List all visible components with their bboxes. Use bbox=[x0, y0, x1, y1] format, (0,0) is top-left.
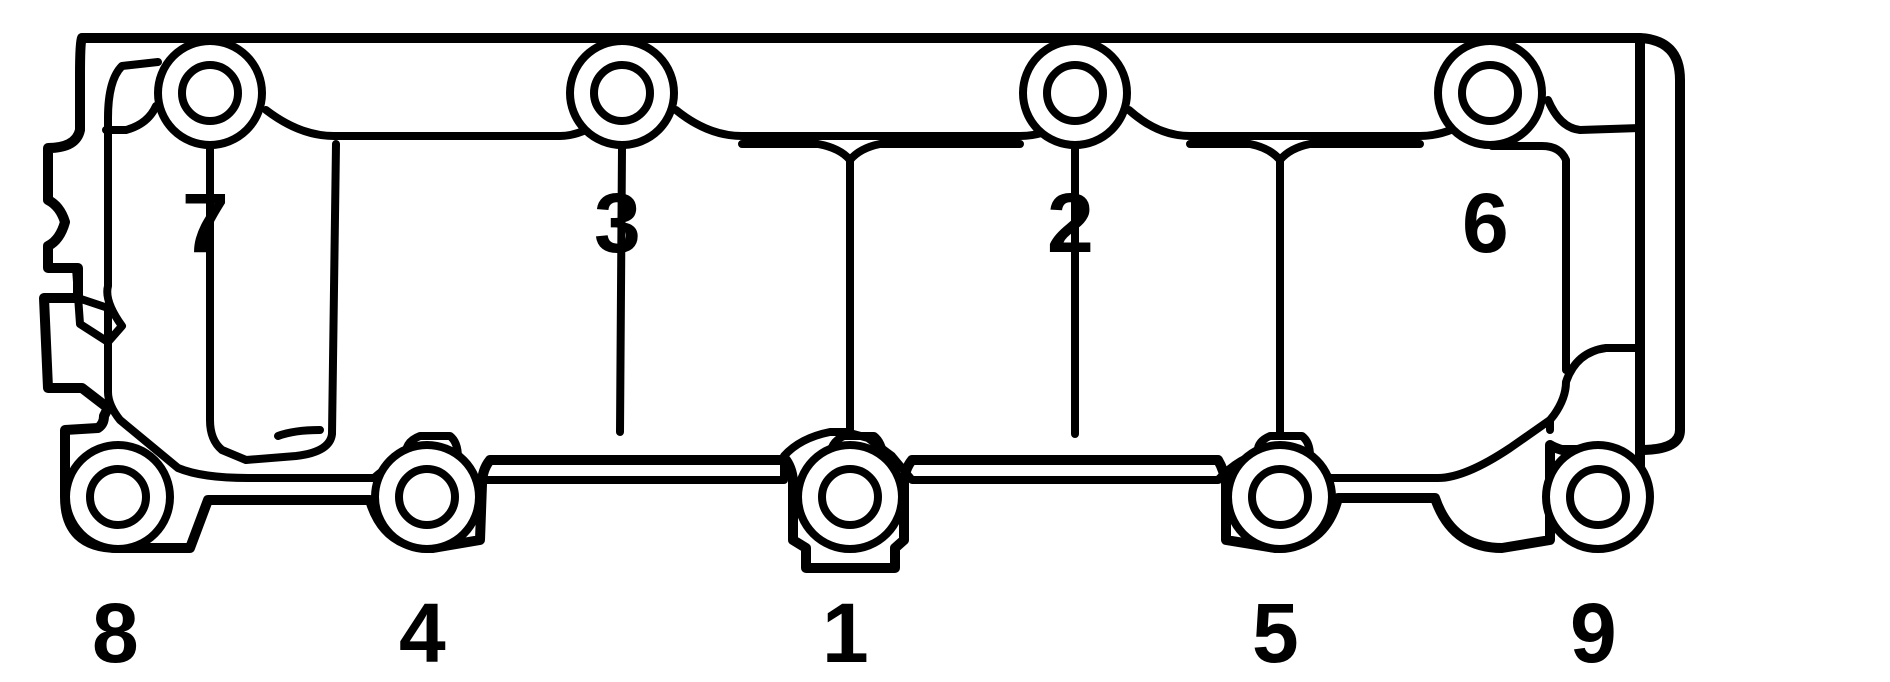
bolt-label-4: 4 bbox=[399, 586, 446, 680]
rib-1 bbox=[676, 110, 1076, 136]
rib-10 bbox=[210, 144, 336, 460]
bolt-label-1: 1 bbox=[822, 586, 869, 680]
cover-outline-right bbox=[1640, 38, 1680, 450]
bolt-label-8: 8 bbox=[92, 586, 139, 680]
bolt-2-outer bbox=[1023, 41, 1127, 145]
bolt-label-7: 7 bbox=[182, 176, 229, 270]
bolt-label-9: 9 bbox=[1570, 586, 1617, 680]
bolt-4-outer bbox=[375, 445, 479, 549]
bolt-label-6: 6 bbox=[1462, 176, 1509, 270]
bolt-9-outer bbox=[1546, 445, 1650, 549]
bolt-sequence-diagram: 7 3 2 6 8 4 1 5 9 bbox=[0, 0, 1890, 682]
rib-0 bbox=[266, 110, 618, 136]
bolt-6-outer bbox=[1438, 41, 1542, 145]
rib-4 bbox=[742, 144, 1020, 432]
rib-9 bbox=[106, 106, 156, 130]
bolt-7-outer bbox=[158, 41, 262, 145]
rib-2 bbox=[1129, 108, 1488, 136]
rib-7 bbox=[1548, 100, 1640, 130]
bolt-label-2: 2 bbox=[1047, 176, 1094, 270]
bolt-circles-group bbox=[66, 41, 1650, 549]
bolt-3-outer bbox=[570, 41, 674, 145]
rib-11 bbox=[278, 430, 320, 436]
bolt-label-3: 3 bbox=[594, 176, 641, 270]
bolt-label-5: 5 bbox=[1252, 586, 1299, 680]
bolt-5-outer bbox=[1228, 445, 1332, 549]
rib-6 bbox=[1190, 144, 1420, 432]
bolt-8-outer bbox=[66, 445, 170, 549]
bolt-1-outer bbox=[798, 445, 902, 549]
